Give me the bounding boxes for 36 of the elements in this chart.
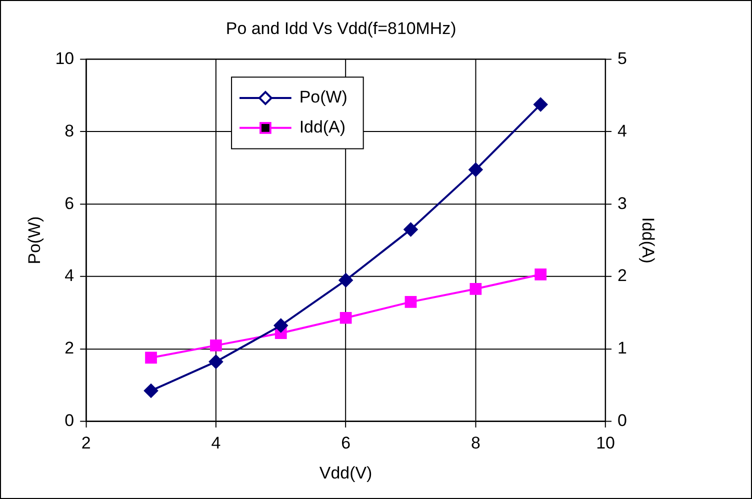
- y2-tick-label: 4: [618, 121, 627, 140]
- y2-tick-label: 2: [618, 266, 627, 286]
- y2-tick-label: 3: [618, 194, 627, 213]
- point: [145, 352, 157, 364]
- y-axis-title: Po(W): [24, 216, 44, 264]
- point: [340, 312, 352, 324]
- point: [468, 162, 483, 177]
- chart-title: Po and Idd Vs Vdd(f=810MHz): [226, 18, 456, 38]
- y-tick-label: 8: [64, 121, 74, 140]
- y-tick-label: 2: [64, 338, 74, 358]
- point: [210, 339, 222, 352]
- legend-label: Idd(A): [299, 118, 346, 137]
- y-tick-label: 6: [64, 194, 74, 213]
- point: [274, 318, 288, 332]
- y2-tick-label: 1: [618, 338, 627, 358]
- y2-tick-label: 5: [618, 48, 627, 68]
- point: [144, 384, 158, 398]
- point: [470, 282, 482, 295]
- x-axis-title: Vdd(V): [319, 464, 372, 483]
- point: [404, 222, 418, 236]
- y-tick-label: 0: [64, 411, 74, 430]
- x-tick-label: 8: [470, 433, 480, 452]
- point: [404, 296, 417, 308]
- y2-axis-title: Idd(A): [638, 217, 658, 264]
- point: [534, 268, 547, 280]
- legend-label: Po(W): [299, 88, 348, 107]
- point: [534, 97, 548, 112]
- point: [208, 354, 223, 369]
- x-tick-label: 6: [341, 433, 351, 452]
- x-tick-label: 2: [81, 433, 91, 452]
- x-tick-label: 4: [211, 433, 221, 452]
- point: [338, 273, 353, 288]
- x-tick-label: 10: [596, 433, 615, 452]
- y-tick-label: 4: [64, 266, 74, 286]
- y-tick-label: 10: [55, 48, 74, 68]
- y2-tick-label: 0: [618, 411, 627, 430]
